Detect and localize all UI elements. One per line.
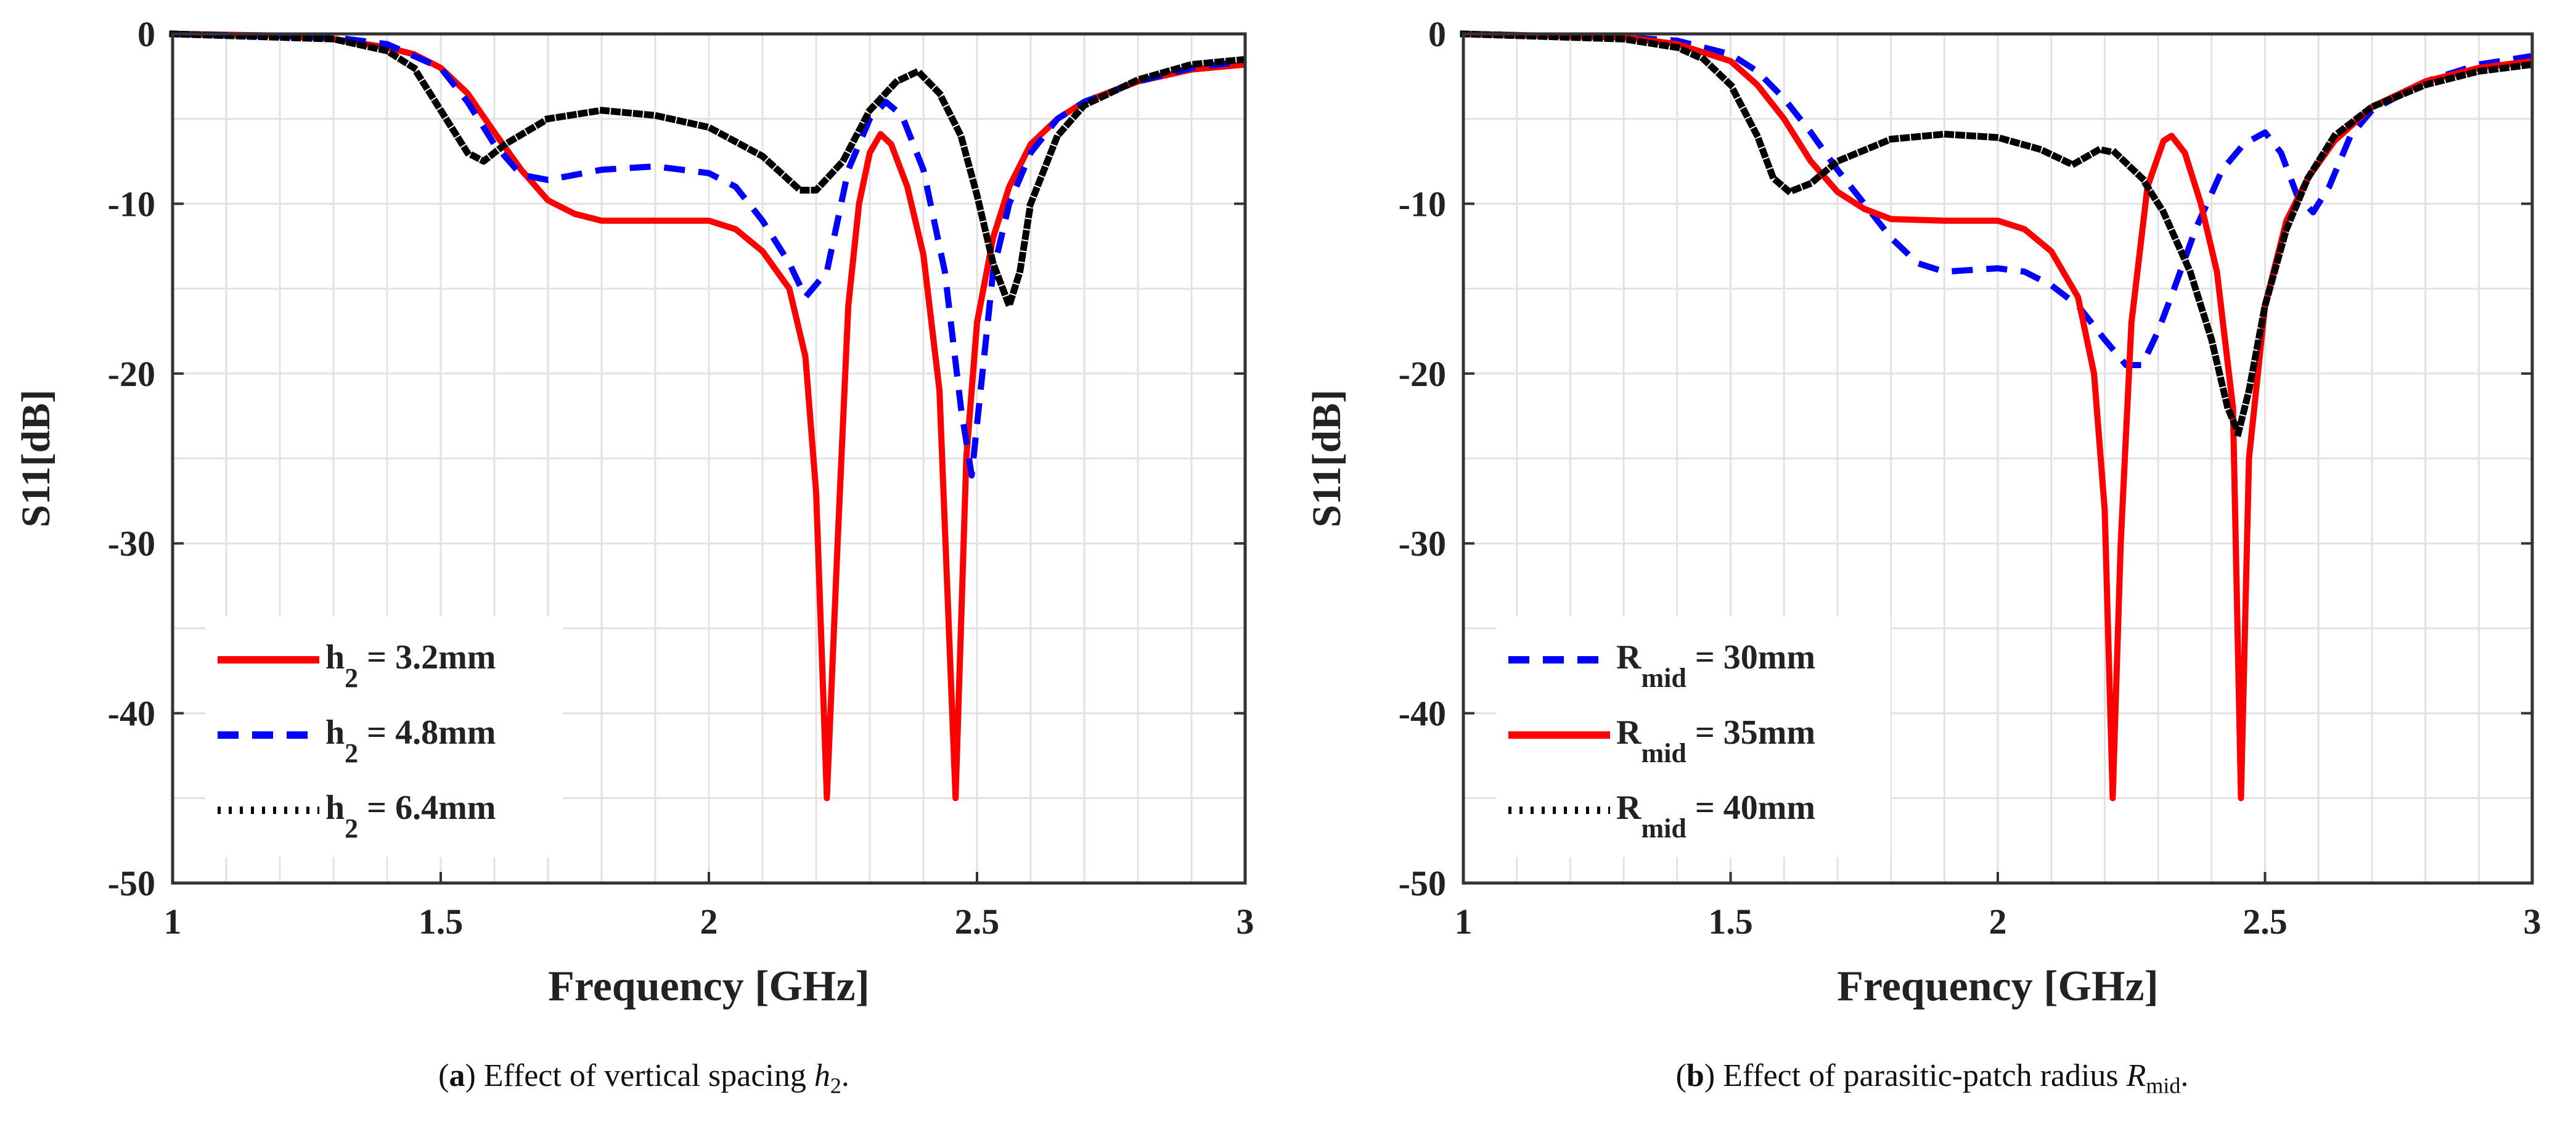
y-tick-label: 0 [1428,14,1446,54]
legend-label-main: R [1616,789,1642,827]
x-axis-label: Frequency [GHz] [548,963,870,1010]
legend-label: h2 = 3.2mm [325,638,496,693]
series-line-2 [169,30,1249,310]
y-tick-label: -10 [1399,184,1446,224]
x-tick-label: 1 [164,902,182,942]
legend-label: h2 = 6.4mm [325,789,496,844]
y-tick-label: -10 [108,184,155,224]
y-tick-label: -20 [1399,354,1446,394]
y-tick-label: -30 [108,524,155,564]
x-tick-label: 3 [1237,902,1254,942]
y-tick-label: -40 [108,694,155,734]
legend-label: h2 = 4.8mm [325,713,496,768]
legend-label-main: R [1616,638,1642,676]
y-tick-label: -40 [1399,694,1446,734]
chart-b: 1 1.5 2 2.5 3 0 -10 -20 -30 -40 -50 Frequency [GHz]… [1304,14,2541,1010]
x-tick-label: 2.5 [955,902,1000,942]
legend-label: Rmid = 30mm [1616,638,1815,693]
legend-label-sub: 2 [345,663,358,693]
legend-label-rest: = 30mm [1687,638,1815,676]
legend-label: Rmid = 40mm [1616,789,1815,844]
legend-label-sub: 2 [345,738,358,768]
series-line-0 [172,31,1246,802]
y-axis-label: S11[dB] [14,390,59,528]
y-tick-label: -50 [1399,863,1446,903]
legend-label-sub: mid [1641,738,1686,768]
legend-label-sub: mid [1641,663,1686,693]
x-tick-label: 2 [700,902,718,942]
legend-label-sub: mid [1641,813,1686,844]
legend-label: Rmid = 35mm [1616,713,1815,768]
caption-b: (b) Effect of parasitic-patch radius Rmi… [1675,1058,2189,1098]
legend-label-rest: = 35mm [1687,713,1815,752]
legend-label-sub: 2 [345,813,358,844]
legend-label-main: h [325,638,345,676]
x-tick-label: 1.5 [419,902,464,942]
series-line-1 [1463,31,2533,802]
legend-label-rest: = 6.4mm [358,789,496,827]
x-tick-label: 2.5 [2243,902,2288,942]
series-line-2 [1460,30,2537,437]
x-axis-label: Frequency [GHz] [1837,963,2159,1010]
legend-label-rest: = 40mm [1687,789,1815,827]
legend-label-main: R [1616,713,1642,752]
y-tick-label: -30 [1399,524,1446,564]
y-axis-label: S11[dB] [1304,390,1349,528]
y-tick-label: -50 [108,863,155,903]
chart-a: 1 1.5 2 2.5 3 0 -10 -20 -30 -40 -50 Frequency [GHz]… [14,14,1254,1010]
series-line-1 [172,31,1246,479]
x-tick-label: 1.5 [1708,902,1753,942]
x-tick-label: 1 [1455,902,1473,942]
x-tick-label: 3 [2524,902,2541,942]
y-tick-label: 0 [137,14,155,54]
y-tick-label: -20 [108,354,155,394]
legend-label-main: h [325,713,345,752]
caption-a: (a) Effect of vertical spacing h2. [438,1058,849,1098]
legend-label-main: h [325,789,345,827]
series-line-0 [1463,31,2533,368]
x-tick-label: 2 [1989,902,2007,942]
legend-label-rest: = 3.2mm [358,638,496,676]
legend-label-rest: = 4.8mm [358,713,496,752]
